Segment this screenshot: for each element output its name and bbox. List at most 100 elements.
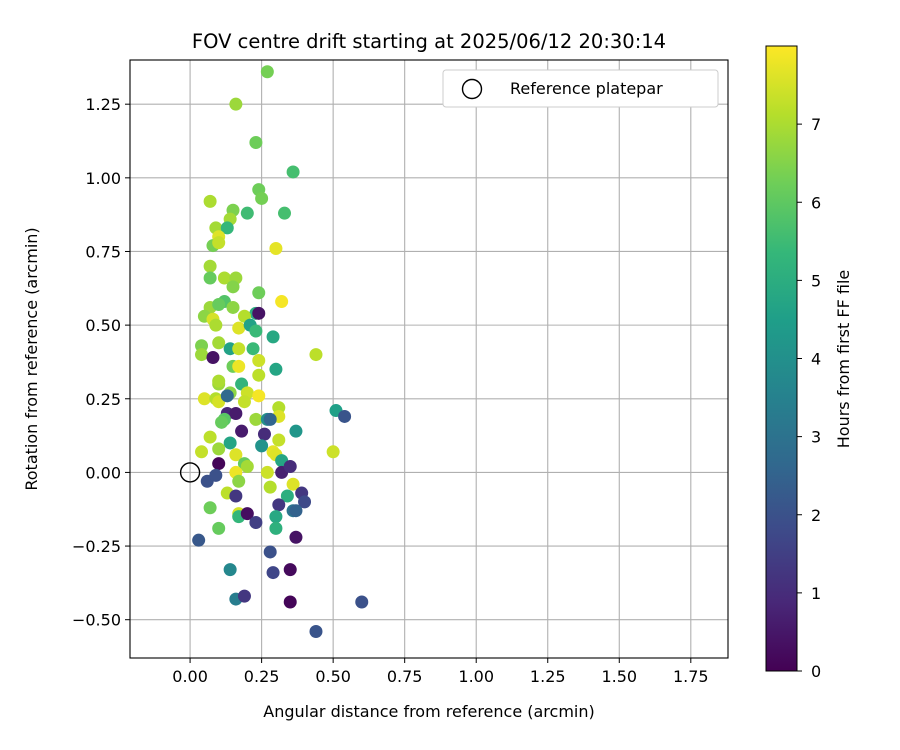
colorbar-tick-label: 4 xyxy=(811,350,821,369)
scatter-point xyxy=(263,545,277,559)
colorbar-tick-label: 2 xyxy=(811,506,821,525)
scatter-point xyxy=(212,236,226,250)
y-axis-label: Rotation from reference (arcmin) xyxy=(22,227,41,490)
scatter-point xyxy=(255,439,269,453)
scatter-point xyxy=(249,135,263,149)
scatter-point xyxy=(220,389,234,403)
scatter-point xyxy=(252,306,266,320)
scatter-point xyxy=(223,436,237,450)
scatter-point xyxy=(209,468,223,482)
scatter-point xyxy=(278,206,292,220)
scatter-point xyxy=(229,489,243,503)
scatter-point xyxy=(206,351,220,365)
reference-marker-layer xyxy=(179,462,201,483)
scatter-point xyxy=(212,298,226,312)
scatter-point xyxy=(309,624,323,638)
scatter-point xyxy=(229,448,243,462)
scatter-point xyxy=(252,286,266,300)
x-tick-label: 0.75 xyxy=(387,667,423,686)
y-tick-label: 1.25 xyxy=(85,95,121,114)
colorbar-tick-label: 7 xyxy=(811,115,821,134)
scatter-points xyxy=(192,65,369,638)
scatter-point xyxy=(212,374,226,388)
colorbar: 0 1 2 3 4 5 6 7 Hours from first FF file xyxy=(765,45,853,681)
x-axis-label: Angular distance from reference (arcmin) xyxy=(263,702,594,721)
colorbar-tick-label: 6 xyxy=(811,193,821,212)
scatter-point xyxy=(286,477,300,491)
scatter-point xyxy=(283,563,297,577)
scatter-point xyxy=(326,445,340,459)
x-tick-label: 1.75 xyxy=(673,667,709,686)
scatter-point xyxy=(249,515,263,529)
y-tick-label: 0.25 xyxy=(85,390,121,409)
legend-marker-reference xyxy=(461,78,483,100)
scatter-point xyxy=(197,392,211,406)
plot-frame xyxy=(129,59,729,659)
scatter-point xyxy=(263,412,277,426)
colorbar-gradient xyxy=(765,45,798,672)
scatter-point xyxy=(215,415,229,429)
scatter-point xyxy=(226,300,240,314)
scatter-point xyxy=(203,501,217,515)
scatter-point xyxy=(217,271,231,285)
scatter-point xyxy=(235,424,249,438)
y-tick-label: 0.75 xyxy=(85,242,121,261)
scatter-point xyxy=(232,474,246,488)
scatter-point xyxy=(232,359,246,373)
scatter-point xyxy=(252,353,266,367)
scatter-point xyxy=(209,318,223,332)
scatter-point xyxy=(249,324,263,338)
x-tick-label: 1.50 xyxy=(601,667,637,686)
scatter-point xyxy=(272,498,286,512)
scatter-point xyxy=(289,504,303,518)
scatter-point xyxy=(283,460,297,474)
scatter-point xyxy=(203,259,217,273)
scatter-point xyxy=(220,221,234,235)
scatter-point xyxy=(269,521,283,535)
scatter-point xyxy=(286,165,300,179)
y-tick-label: 1.00 xyxy=(85,169,121,188)
scatter-point xyxy=(237,589,251,603)
scatter-point xyxy=(195,445,209,459)
scatter-point xyxy=(257,427,271,441)
x-tick-label: 1.00 xyxy=(458,667,494,686)
y-axis-ticks: −0.50 −0.25 0.00 0.25 0.50 0.75 1.00 1.25 xyxy=(72,95,130,630)
scatter-point xyxy=(255,191,269,205)
x-tick-label: 1.25 xyxy=(530,667,566,686)
x-axis-ticks: 0.00 0.25 0.50 0.75 1.00 1.25 1.50 1.75 xyxy=(172,658,709,686)
y-tick-label: 0.50 xyxy=(85,316,121,335)
legend-label-reference: Reference platepar xyxy=(510,79,663,98)
scatter-point xyxy=(240,206,254,220)
scatter-point xyxy=(355,595,369,609)
scatter-point xyxy=(275,295,289,309)
scatter-point xyxy=(260,65,274,79)
scatter-point xyxy=(203,194,217,208)
x-tick-label: 0.00 xyxy=(172,667,208,686)
scatter-point xyxy=(249,412,263,426)
scatter-point xyxy=(246,342,260,356)
scatter-point xyxy=(229,406,243,420)
scatter-point xyxy=(269,362,283,376)
scatter-point xyxy=(283,595,297,609)
scatter-point xyxy=(212,336,226,350)
colorbar-tick-label: 1 xyxy=(811,584,821,603)
colorbar-tick-label: 5 xyxy=(811,271,821,290)
scatter-point xyxy=(240,507,254,521)
chart-title: FOV centre drift starting at 2025/06/12 … xyxy=(192,30,666,53)
y-tick-label: −0.25 xyxy=(72,537,121,556)
scatter-point xyxy=(212,442,226,456)
scatter-point xyxy=(266,330,280,344)
scatter-point xyxy=(252,389,266,403)
y-tick-label: −0.50 xyxy=(72,611,121,630)
scatter-point xyxy=(280,489,294,503)
scatter-point xyxy=(252,368,266,382)
colorbar-tick-label: 0 xyxy=(811,662,821,681)
scatter-point xyxy=(192,533,206,547)
scatter-point xyxy=(212,521,226,535)
reference-platepar-marker xyxy=(179,462,201,483)
scatter-point xyxy=(237,395,251,409)
scatter-point xyxy=(263,480,277,494)
scatter-point xyxy=(289,530,303,544)
scatter-point xyxy=(232,321,246,335)
legend: Reference platepar xyxy=(442,69,719,108)
